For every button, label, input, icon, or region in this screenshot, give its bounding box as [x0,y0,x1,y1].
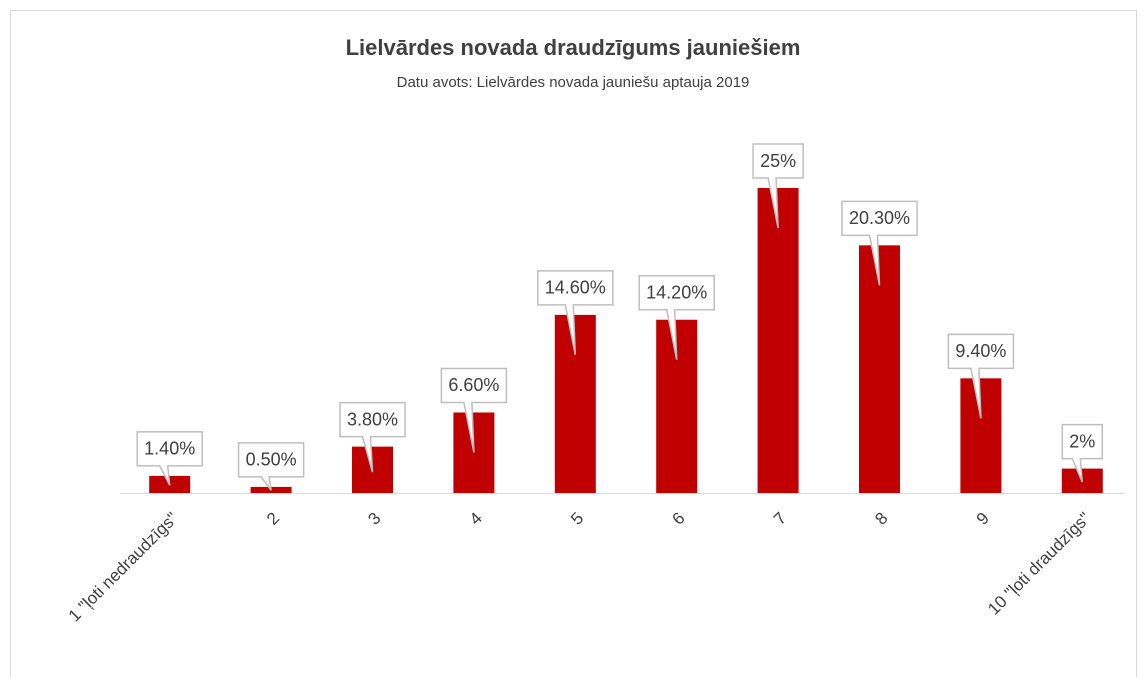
callout-shape [440,367,508,453]
data-label-callout: 14.60% [537,270,614,356]
data-label-callout: 2% [1061,423,1104,483]
callout-shape [1061,423,1104,483]
chart-subtitle: Datu avots: Lielvārdes novada jauniešu a… [397,74,750,91]
data-label: 14.60% [545,278,606,298]
data-label-callout: 14.20% [638,275,715,360]
data-label-callout: 9.40% [947,333,1015,419]
data-label-callout: 6.60% [440,367,508,453]
data-label-callout: 0.50% [237,442,305,491]
data-label: 20.30% [849,208,910,228]
data-label-callout: 25% [752,143,804,229]
callout-shape [237,442,305,491]
callout-shape [638,275,715,360]
data-label-callout: 20.30% [841,200,918,286]
callout-shape [339,401,406,473]
callout-shape [752,143,804,229]
bar [859,245,900,493]
data-label: 0.50% [246,450,297,470]
data-label: 14.20% [646,283,707,303]
data-label: 2% [1069,431,1095,451]
data-label: 25% [760,151,796,171]
data-label: 1.40% [144,439,195,459]
data-label: 3.80% [347,409,398,429]
callout-shape [841,200,918,286]
data-label-callout: 1.40% [136,431,203,486]
bar [960,378,1002,493]
data-label: 6.60% [448,375,499,395]
data-label: 9.40% [955,341,1006,361]
chart-title: Lielvārdes novada draudzīgums jauniešiem [346,35,801,60]
callout-shape [537,270,614,356]
bar [453,412,495,493]
bar [757,188,799,493]
data-label-callout: 3.80% [339,401,406,473]
callout-shape [947,333,1015,419]
callout-shape [136,431,203,486]
